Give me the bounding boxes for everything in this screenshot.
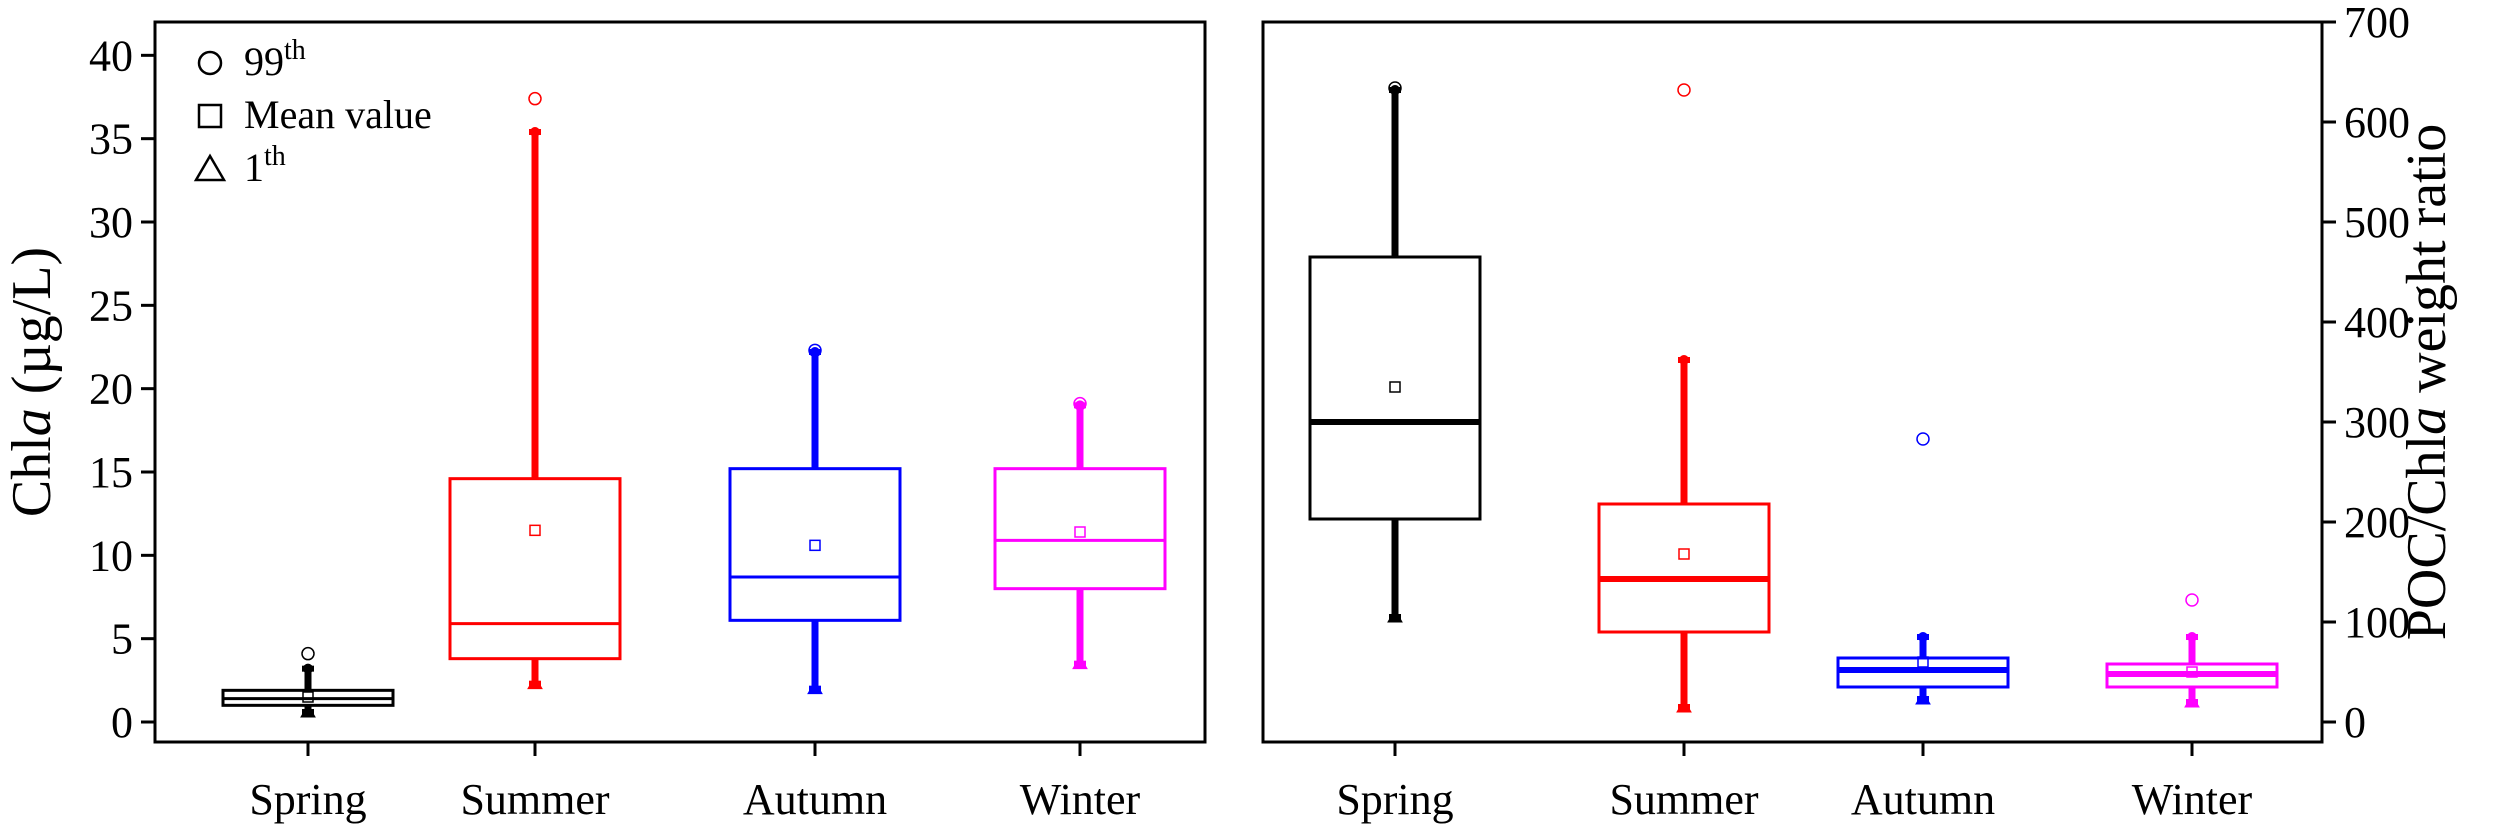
- y-tick-label: 25: [89, 281, 133, 330]
- box-winter: [2105, 593, 2279, 708]
- x-tick-label: Summer: [460, 775, 609, 824]
- right-panel-poc-chla-ratio: 0 100 200 300 400 500 600 700 Spring Summer Autumn…: [1261, 0, 2458, 824]
- y-tick-label: 700: [2344, 0, 2410, 47]
- mean-marker: [2186, 666, 2198, 678]
- plot-frame: [153, 20, 1207, 744]
- p1-marker: [807, 680, 823, 695]
- x-tick-label: Spring: [1336, 775, 1453, 824]
- y-axis-title-prefix: POC/Chl: [2396, 435, 2458, 640]
- p99-marker: [1916, 432, 1930, 446]
- box-winter: [993, 396, 1167, 670]
- legend-label: Mean value: [244, 92, 432, 137]
- p1-marker: [527, 675, 543, 690]
- p99-marker: [2185, 593, 2199, 607]
- p1-marker: [1072, 655, 1088, 670]
- whisker-end-dot: [303, 663, 313, 674]
- whisker-end-dot: [1918, 632, 1928, 642]
- p99-marker: [528, 91, 542, 106]
- y-tick-label: 300: [2344, 398, 2410, 447]
- p99-marker: [1677, 83, 1691, 97]
- y-tick-label: 400: [2344, 298, 2410, 347]
- legend-label: 1th: [244, 141, 286, 190]
- y-tick-label: 100: [2344, 598, 2410, 647]
- y-axis-title-italic: a: [1, 408, 63, 436]
- p1-marker: [1915, 691, 1931, 705]
- x-tick-label: Summer: [1609, 775, 1758, 824]
- legend-label-main: 99: [244, 39, 284, 84]
- legend-label-sup: th: [264, 141, 286, 172]
- box-autumn: [1836, 432, 2010, 705]
- p99-marker: [301, 646, 315, 661]
- box-autumn: [728, 343, 902, 695]
- box-spring: [221, 646, 395, 718]
- y-tick-label: 20: [89, 365, 133, 414]
- y-axis-title-prefix: Chl: [1, 436, 63, 517]
- box-iqr: [448, 477, 622, 661]
- x-tick-label: Winter: [2132, 775, 2253, 824]
- legend-circle-icon: [197, 50, 223, 76]
- x-tick-label: Autumn: [1851, 775, 1995, 824]
- y-tick-label: 40: [89, 31, 133, 80]
- y-tick-label: 0: [2344, 698, 2366, 747]
- mean-marker: [529, 524, 541, 537]
- p1-marker: [300, 704, 316, 718]
- p1-marker: [1676, 699, 1692, 713]
- legend-label: 99th: [244, 35, 306, 84]
- box-iqr: [993, 467, 1167, 591]
- y-tick-label: 200: [2344, 498, 2410, 547]
- y-tick-label: 5: [111, 615, 133, 664]
- x-tick-label: Spring: [249, 775, 366, 824]
- mean-marker: [1678, 548, 1690, 560]
- box-iqr: [728, 467, 902, 622]
- y-tick-label: 600: [2344, 98, 2410, 147]
- whisker-end-dot: [1390, 85, 1400, 95]
- y-axis-title-suffix: (µg/L): [1, 247, 63, 408]
- whisker-end-dot: [810, 347, 820, 357]
- mean-marker: [1074, 526, 1086, 538]
- mean-marker: [1389, 381, 1401, 393]
- p1-marker: [1387, 609, 1403, 623]
- y-axis-title: POC/Chla weight ratio: [2396, 124, 2458, 640]
- legend-square-icon: [197, 103, 223, 129]
- y-axis-title-italic: a: [2396, 407, 2458, 435]
- box-summer: [1597, 83, 1771, 713]
- y-tick-label: 15: [89, 448, 133, 497]
- legend-triangle-icon: [193, 153, 227, 182]
- box-spring: [1308, 81, 1482, 623]
- y-tick-label: 500: [2344, 198, 2410, 247]
- legend-label-main: Mean value: [244, 92, 432, 137]
- plot-frame: [1261, 20, 2324, 744]
- x-tick-label: Autumn: [743, 775, 887, 824]
- box-summer: [448, 91, 622, 690]
- mean-marker: [302, 691, 314, 703]
- mean-marker: [809, 539, 821, 552]
- y-tick-label: 30: [89, 198, 133, 247]
- mean-marker: [1917, 656, 1929, 668]
- whisker-end-dot: [1075, 400, 1085, 411]
- whisker-end-dot: [530, 127, 540, 137]
- whisker-end-dot: [1679, 355, 1689, 365]
- y-tick-label: 0: [111, 698, 133, 747]
- legend-label-main: 1: [244, 145, 264, 190]
- box-iqr: [1597, 502, 1771, 634]
- x-tick-label: Winter: [1020, 775, 1141, 824]
- y-tick-label: 10: [89, 531, 133, 580]
- y-tick-label: 35: [89, 115, 133, 164]
- y-axis-title-suffix: weight ratio: [2396, 124, 2458, 407]
- left-panel-chla: 0 5 10 15 20 25 30 35 40 Spring Summer Autumn Winter…: [1, 20, 1207, 824]
- y-axis-title: Chla (µg/L): [1, 247, 63, 517]
- box-iqr: [1308, 255, 1482, 521]
- legend-label-sup: th: [284, 35, 306, 66]
- p1-marker: [2184, 694, 2200, 708]
- whisker-end-dot: [2187, 632, 2197, 642]
